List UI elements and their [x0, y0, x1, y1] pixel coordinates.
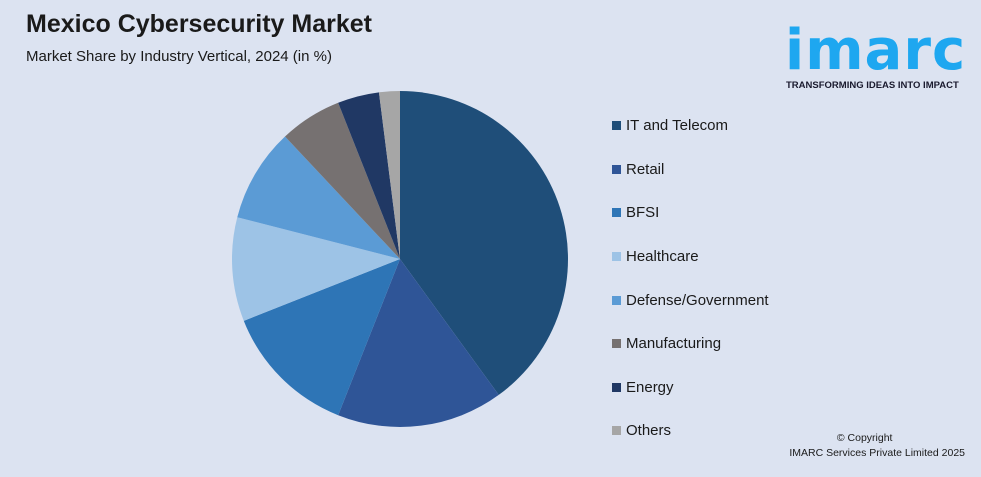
pie-slice-retail: [338, 259, 499, 427]
legend-label: Energy: [626, 378, 674, 396]
legend-swatch: [612, 121, 621, 131]
legend-swatch: [612, 252, 621, 262]
legend-label: Healthcare: [626, 248, 699, 266]
legend-item: Manufacturing: [612, 322, 769, 366]
legend-item: Defense/Government: [612, 278, 769, 322]
legend-item: BFSI: [612, 191, 769, 235]
legend-swatch: [612, 295, 621, 305]
legend-label: Manufacturing: [626, 335, 722, 353]
copyright: © Copyright IMARC Services Private Limit…: [789, 431, 965, 461]
pie-slice-it-and-telecom: [400, 91, 568, 395]
imarc-logo: imarc TRANSFORMING IDEAS INTO IMPACT: [780, 8, 975, 93]
pie-slice-bfsi: [243, 259, 400, 416]
legend-swatch: [612, 164, 621, 174]
legend-swatch: [612, 208, 621, 218]
pie-slice-manufacturing: [284, 102, 400, 260]
copyright-company: IMARC Services Private Limited 2025: [789, 447, 965, 459]
logo-word: imarc: [785, 18, 967, 83]
legend-label: BFSI: [626, 204, 660, 222]
pie-slice-defense-government: [237, 136, 400, 259]
legend-swatch: [612, 382, 621, 392]
legend-item: Healthcare: [612, 235, 769, 279]
legend-label: Others: [626, 422, 672, 440]
chart-title: Mexico Cybersecurity Market: [26, 10, 372, 38]
legend-label: Defense/Government: [626, 291, 769, 309]
legend-swatch: [612, 339, 621, 349]
logo-tagline: TRANSFORMING IDEAS INTO IMPACT: [786, 80, 959, 91]
legend-label: IT and Telecom: [626, 117, 729, 135]
legend-swatch: [612, 426, 621, 436]
copyright-line: © Copyright: [836, 432, 893, 444]
pie-slice-others: [378, 91, 400, 259]
legend-item: Others: [612, 409, 769, 453]
pie-slice-energy: [338, 92, 400, 259]
legend-item: Retail: [612, 148, 769, 192]
chart-subtitle: Market Share by Industry Vertical, 2024 …: [26, 48, 332, 65]
legend-label: Retail: [626, 160, 665, 178]
legend: IT and Telecom Retail BFSI Healthcare Defens…: [612, 104, 769, 453]
legend-item: Energy: [612, 366, 769, 410]
pie-slice-healthcare: [232, 217, 400, 321]
legend-item: IT and Telecom: [612, 104, 769, 148]
